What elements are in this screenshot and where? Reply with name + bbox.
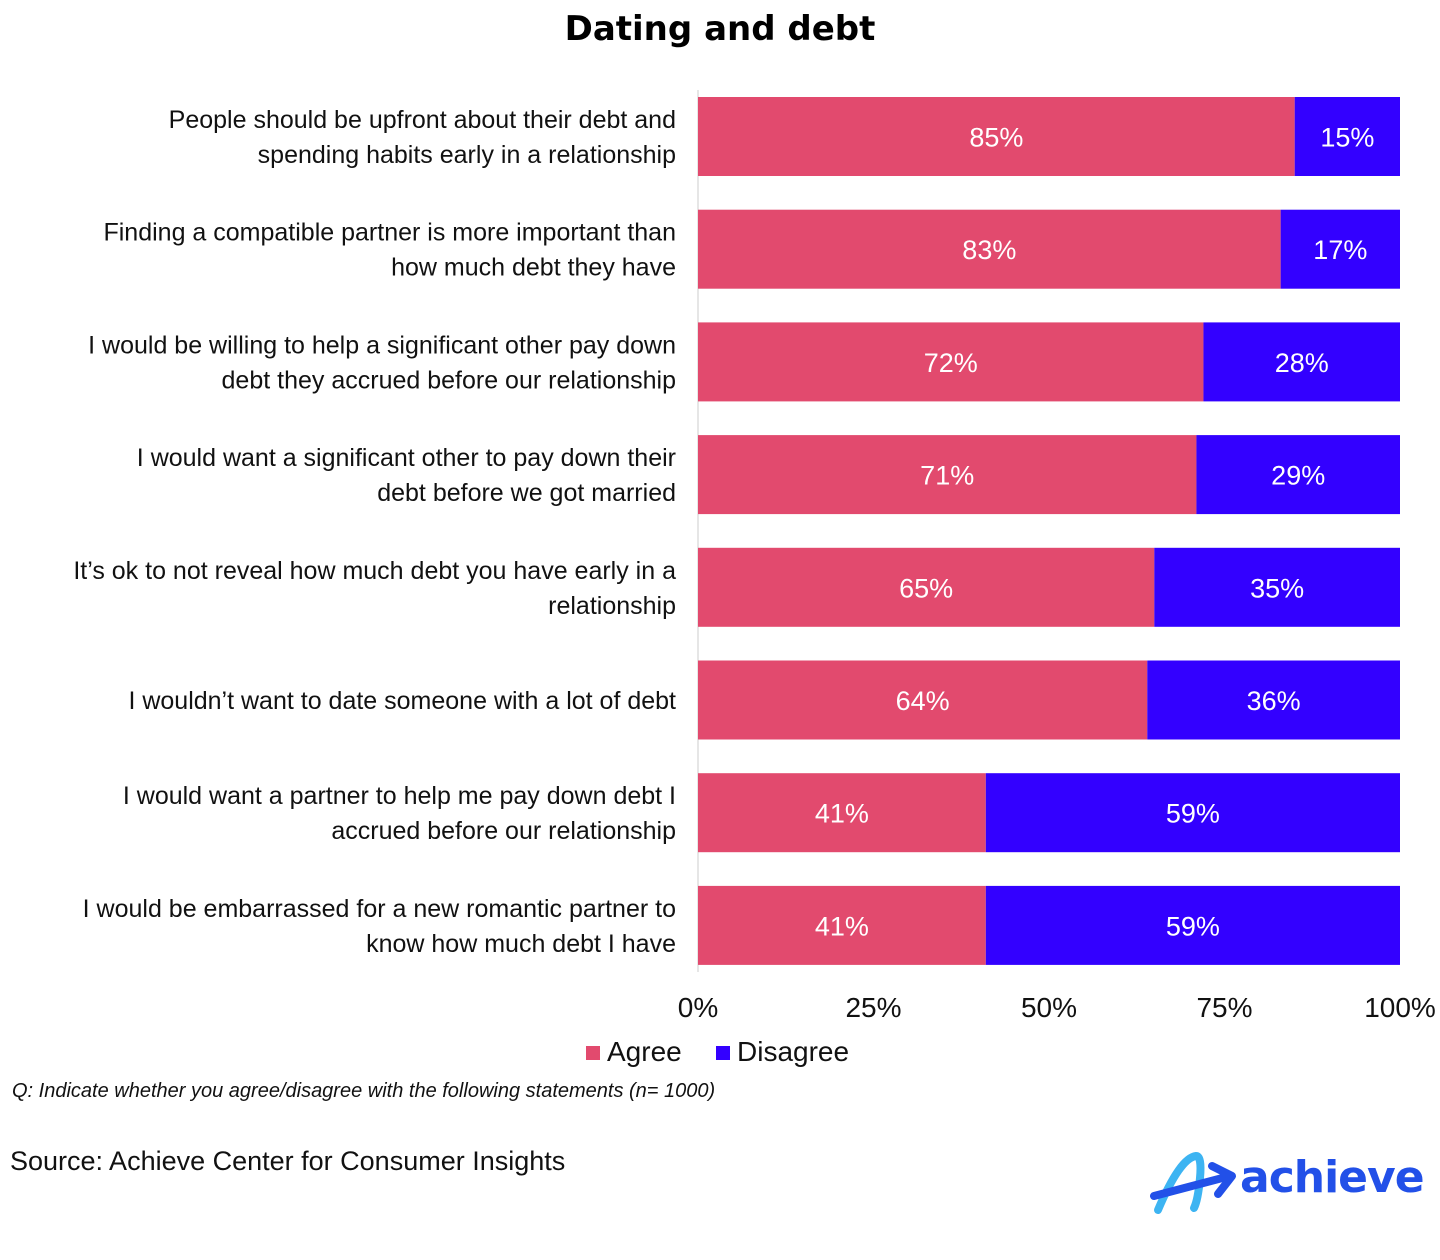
data-label-disagree-3: 28%: [1275, 348, 1329, 378]
survey-question-note: Q: Indicate whether you agree/disagree w…: [12, 1080, 716, 1102]
bar-disagree-5: [1154, 547, 1400, 627]
data-label-disagree-6: 36%: [1247, 686, 1301, 716]
achieve-logo-arrow-icon: [1150, 1151, 1236, 1214]
bar-agree-3: [698, 322, 1204, 402]
category-label-5-line-1: It’s ok to not reveal how much debt you …: [73, 557, 676, 585]
achieve-logo-text: achieve: [1240, 1152, 1425, 1203]
bar-agree-1: [698, 97, 1295, 176]
bar-disagree-3: [1203, 322, 1400, 402]
category-label-1-line-2: spending habits early in a relationship: [258, 141, 676, 169]
category-label-4-line-1: I would want a significant other to pay …: [137, 444, 676, 472]
bar-agree-8: [698, 885, 986, 965]
data-label-agree-3: 72%: [924, 348, 978, 378]
data-label-disagree-4: 29%: [1271, 461, 1325, 491]
category-label-7-line-1: I would want a partner to help me pay do…: [123, 782, 676, 810]
data-label-agree-8: 41%: [815, 911, 869, 941]
category-label-8-line-1: I would be embarrassed for a new romanti…: [83, 895, 676, 923]
data-label-disagree-7: 59%: [1166, 799, 1220, 829]
x-tick-label-100: 100%: [1364, 992, 1436, 1023]
legend-label-agree: Agree: [607, 1036, 682, 1067]
category-label-8-line-2: know how much debt I have: [366, 930, 676, 958]
category-label-4-line-2: debt before we got married: [377, 479, 676, 507]
x-tick-label-75: 75%: [1196, 992, 1252, 1023]
category-label-3-line-2: debt they accrued before our relationshi…: [222, 366, 676, 394]
stacked-bar-chart: Dating and debt 85% 15% People should be up…: [73, 9, 1436, 1067]
category-label-2-line-1: Finding a compatible partner is more imp…: [103, 219, 676, 247]
chart-title: Dating and debt: [565, 9, 876, 49]
category-label-6-line-1: I wouldn’t want to date someone with a l…: [128, 687, 676, 715]
achieve-logo: achieve: [1150, 1148, 1430, 1220]
x-tick-label-25: 25%: [845, 992, 901, 1023]
data-label-agree-5: 65%: [899, 573, 953, 603]
legend-swatch-agree: [586, 1046, 600, 1060]
category-label-5-line-2: relationship: [548, 592, 676, 620]
legend-label-disagree: Disagree: [737, 1036, 849, 1067]
data-label-agree-7: 41%: [815, 799, 869, 829]
source-credit: Source: Achieve Center for Consumer Insi…: [10, 1146, 566, 1176]
data-label-agree-6: 64%: [896, 686, 950, 716]
bar-agree-6: [698, 660, 1148, 740]
x-tick-label-0: 0%: [678, 992, 718, 1023]
category-label-2-line-2: how much debt they have: [391, 254, 676, 282]
bar-disagree-7: [985, 773, 1400, 853]
bar-disagree-4: [1196, 435, 1400, 515]
bar-disagree-8: [985, 885, 1400, 965]
category-label-7-line-2: accrued before our relationship: [331, 817, 676, 845]
bar-agree-2: [698, 209, 1281, 289]
bar-disagree-2: [1280, 209, 1400, 289]
data-label-disagree-8: 59%: [1166, 911, 1220, 941]
bar-disagree-6: [1147, 660, 1400, 740]
data-label-agree-1: 85%: [969, 123, 1023, 153]
data-label-agree-4: 71%: [920, 461, 974, 491]
data-label-disagree-1: 15%: [1320, 123, 1374, 153]
bar-agree-5: [698, 547, 1155, 627]
data-label-agree-2: 83%: [962, 235, 1016, 265]
category-label-3-line-1: I would be willing to help a significant…: [88, 331, 676, 359]
data-label-disagree-2: 17%: [1313, 235, 1367, 265]
x-tick-label-50: 50%: [1021, 992, 1077, 1023]
legend-swatch-disagree: [716, 1046, 730, 1060]
bar-agree-4: [698, 435, 1197, 515]
bar-agree-7: [698, 773, 986, 853]
data-label-disagree-5: 35%: [1250, 573, 1304, 603]
bar-disagree-1: [1294, 97, 1400, 176]
category-label-1-line-1: People should be upfront about their deb…: [169, 106, 676, 134]
